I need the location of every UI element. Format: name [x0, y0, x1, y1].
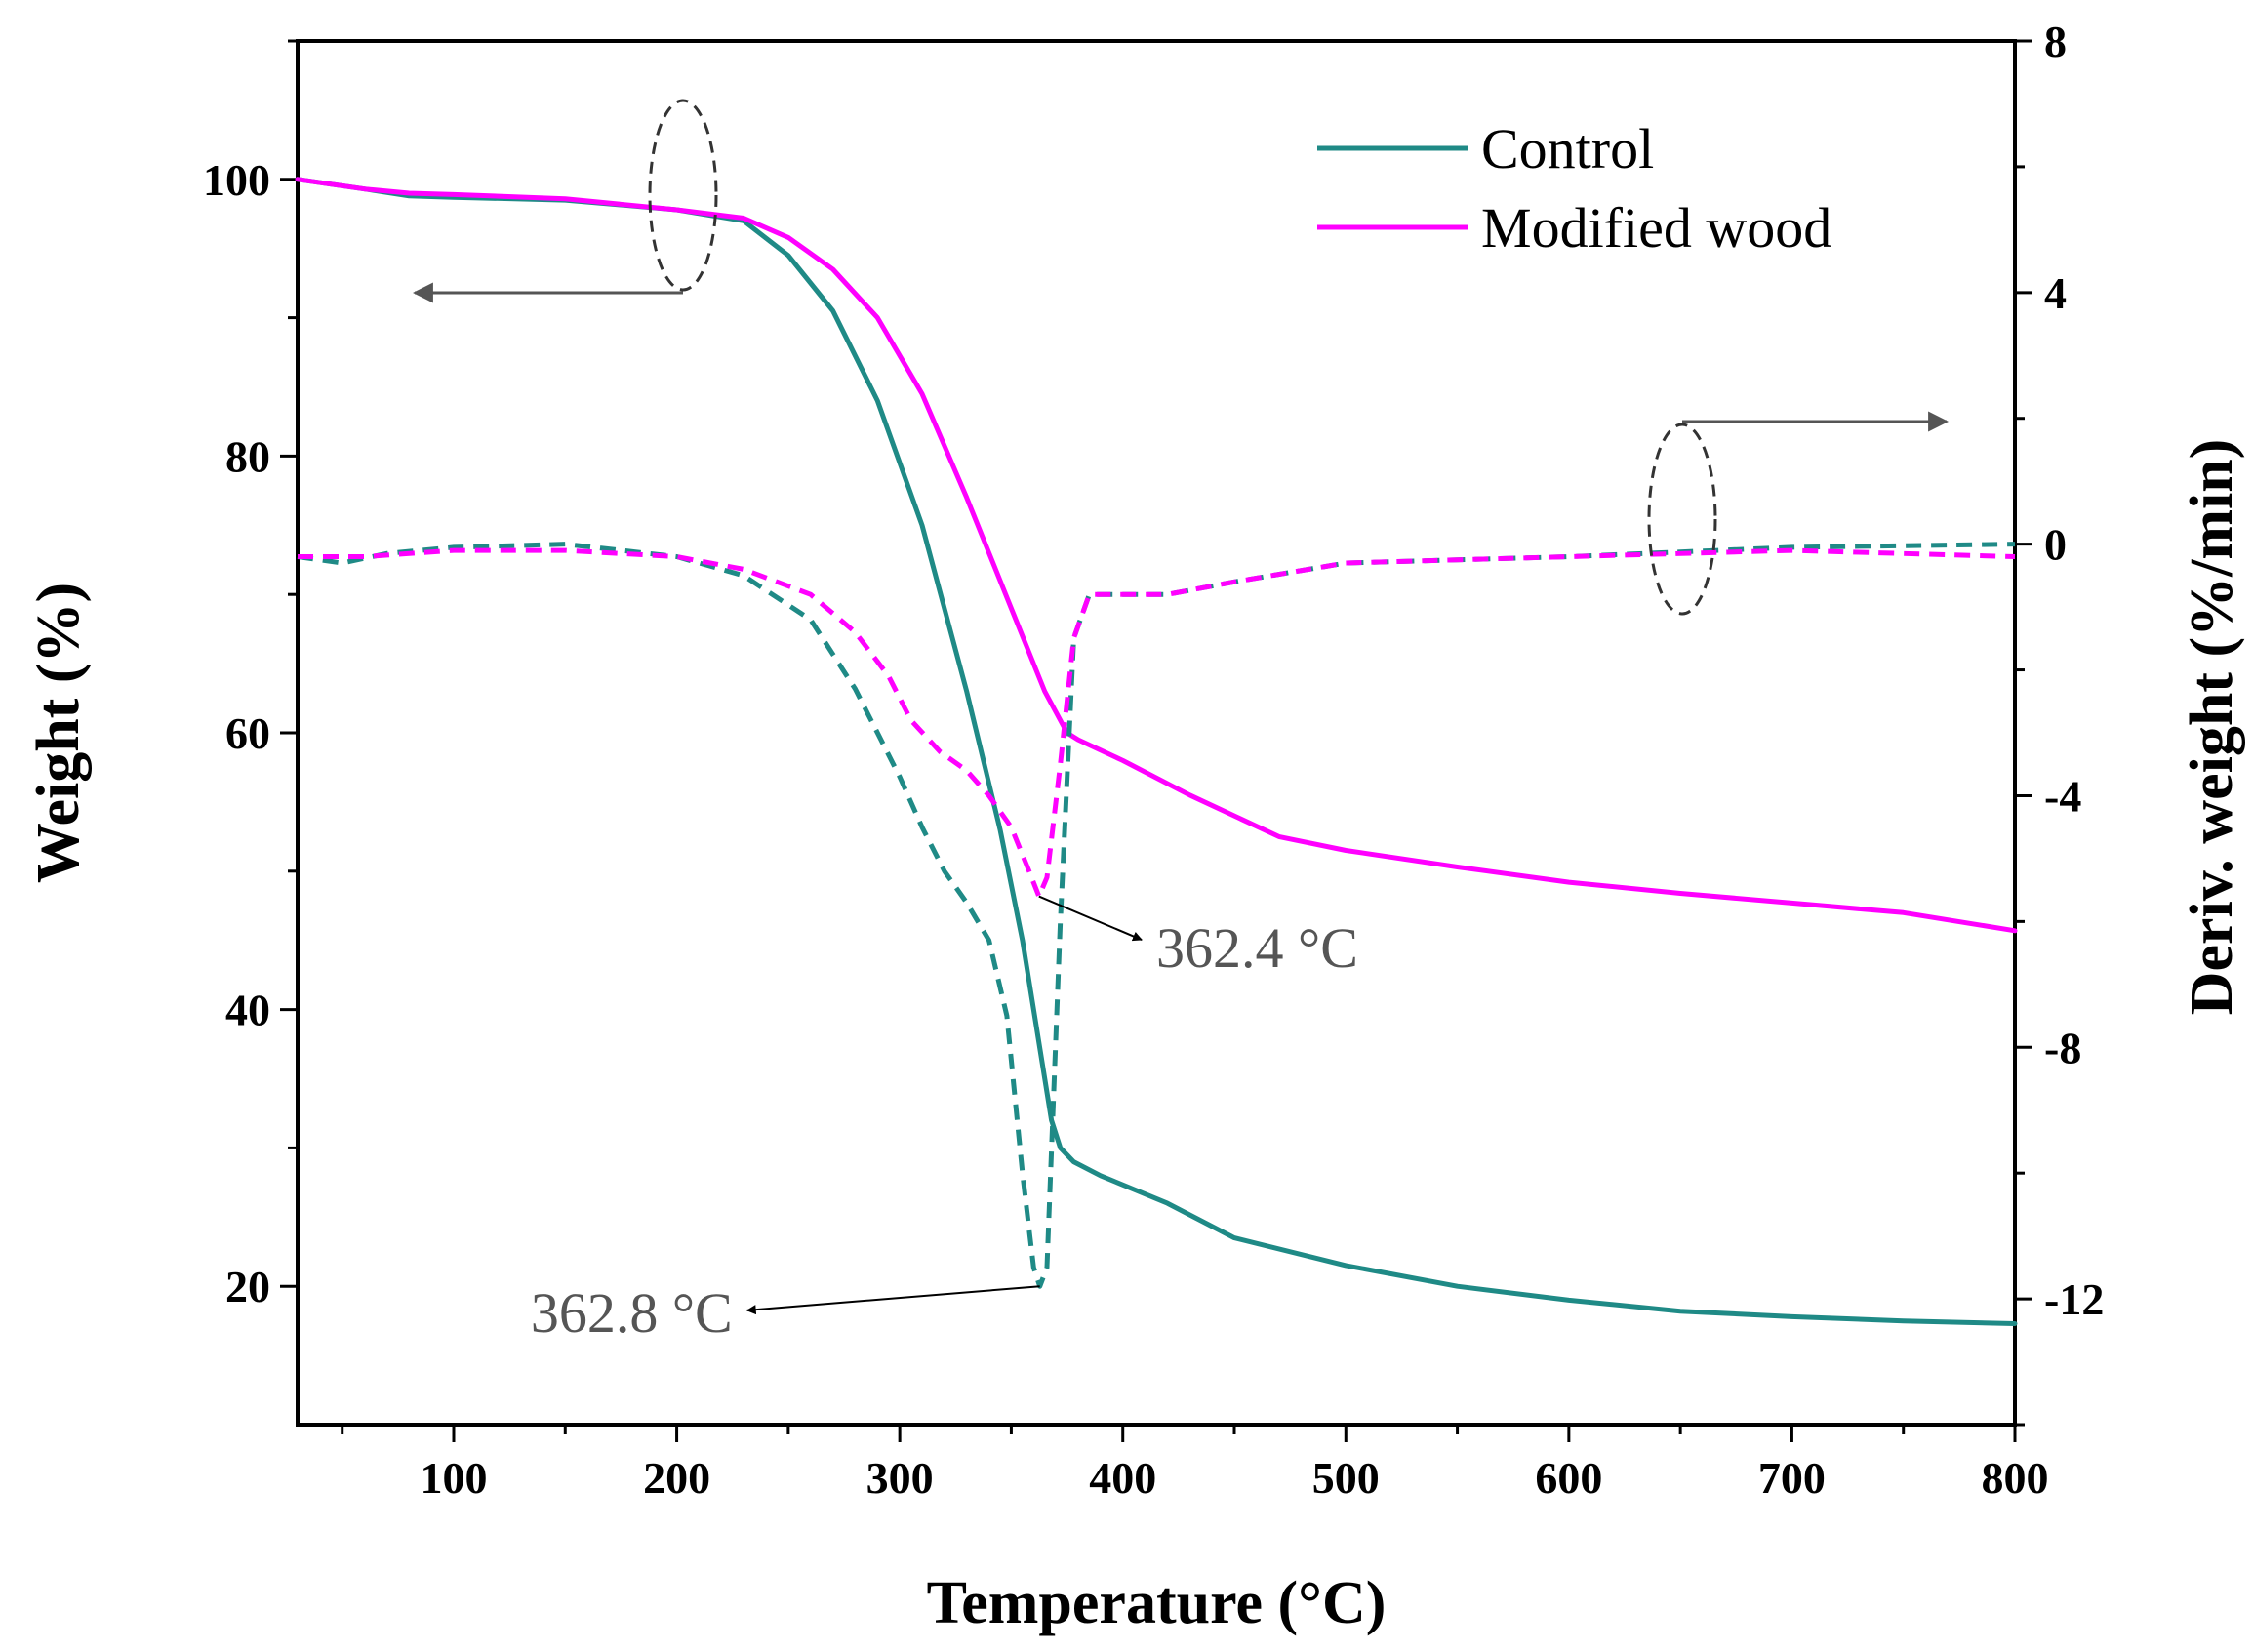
annotation-label: 362.4 °C: [1156, 916, 1358, 980]
annotation-arrow-icon: [745, 1285, 1040, 1315]
y-left-tick-label: 100: [203, 155, 270, 205]
x-tick-label: 200: [643, 1453, 710, 1503]
left-axis-indicator-ellipse: [648, 99, 718, 292]
y-right-tick-label: -4: [2044, 771, 2081, 821]
legend: Control Modified wood: [1317, 117, 1831, 260]
x-tick-label: 100: [421, 1453, 488, 1503]
annotation-label: 362.8 °C: [531, 1281, 733, 1345]
x-tick-label: 400: [1089, 1453, 1156, 1503]
series-layer: [295, 177, 2018, 1326]
annotation-layer: 362.4 °C 362.8 °C: [531, 895, 1358, 1345]
x-tick-label: 600: [1535, 1453, 1602, 1503]
y-right-tick-label: -8: [2044, 1023, 2081, 1072]
y-right-tick-label: 4: [2044, 268, 2067, 318]
x-tick-label: 500: [1312, 1453, 1380, 1503]
x-axis-title: Temperature (°C): [927, 1570, 1387, 1636]
annotation-arrow-icon: [1038, 895, 1143, 942]
y-left-tick-label: 40: [225, 986, 270, 1035]
y-axis-right-title: Deriv. weight (%/min): [2179, 439, 2245, 1016]
axis-ticks: 100 200 300 400 500 600 700 80020406080100-12-8…: [203, 17, 2104, 1503]
y-left-tick-label: 80: [225, 431, 270, 481]
y-left-tick-label: 60: [225, 708, 270, 758]
y-right-tick-label: 0: [2044, 520, 2067, 570]
legend-label-control: Control: [1481, 117, 1654, 181]
y-axis-left-title: Weight (%): [25, 583, 92, 883]
x-tick-label: 700: [1758, 1453, 1826, 1503]
series-dtg-modified-wood: [298, 547, 2016, 900]
series-dtg-control: [297, 542, 2016, 1289]
series-tg-modified-wood: [295, 177, 2018, 934]
y-right-tick-label: -12: [2044, 1274, 2104, 1324]
y-left-tick-label: 20: [225, 1262, 270, 1311]
legend-label-modified: Modified wood: [1481, 196, 1831, 260]
series-tg-control: [295, 177, 2018, 1326]
x-tick-label: 300: [866, 1453, 934, 1503]
x-tick-label: 800: [1982, 1453, 2049, 1503]
right-axis-indicator-ellipse: [1647, 423, 1717, 616]
y-right-tick-label: 8: [2044, 17, 2067, 66]
